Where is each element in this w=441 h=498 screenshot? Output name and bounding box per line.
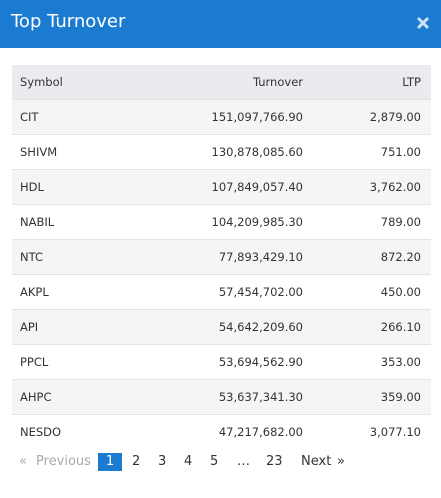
cell: 266.10 — [380, 320, 421, 334]
table-row: NESDO 47,217,682.00 3,077.10 — [12, 414, 431, 449]
column-header: LTP — [402, 75, 421, 89]
table-row: PPCL 53,694,562.90 353.00 — [12, 344, 431, 379]
cell: 57,454,702.00 — [218, 285, 303, 299]
page-link: « — [19, 454, 27, 469]
column-header: Turnover — [252, 75, 303, 89]
table-row: NTC 77,893,429.10 872.20 — [12, 239, 431, 274]
cell: 130,878,085.60 — [211, 145, 303, 159]
cell: 3,762.00 — [369, 180, 421, 194]
cell: 2,879.00 — [369, 110, 421, 124]
cell: 47,217,682.00 — [218, 425, 303, 439]
modal-title: Top Turnover — [11, 11, 126, 32]
cell: 872.20 — [380, 250, 421, 264]
pagination: «Previous 1 2 3 4 5… 23 Next» — [0, 451, 441, 473]
cell: 3,077.10 — [369, 425, 421, 439]
page-link: Previous — [36, 454, 91, 469]
cell: NESDO — [20, 425, 62, 439]
cell: 53,637,341.30 — [218, 390, 303, 404]
cell: PPCL — [20, 355, 49, 369]
cell: 751.00 — [380, 145, 421, 159]
table-row: AKPL 57,454,702.00 450.00 — [12, 274, 431, 309]
table-row: AHPC 53,637,341.30 359.00 — [12, 379, 431, 414]
table-row: NABIL 104,209,985.30 789.00 — [12, 204, 431, 239]
cell: NABIL — [20, 215, 55, 229]
cell: 353.00 — [380, 355, 421, 369]
page-link[interactable]: 5 — [210, 454, 219, 469]
cell: API — [20, 320, 39, 334]
cell: 54,642,209.60 — [218, 320, 303, 334]
column-header: Symbol — [20, 75, 63, 89]
cell: 104,209,985.30 — [211, 215, 303, 229]
page-link[interactable]: Next — [301, 454, 332, 469]
table-row: HDL 107,849,057.40 3,762.00 — [12, 169, 431, 204]
cell: AKPL — [20, 285, 49, 299]
page-link[interactable]: 4 — [184, 454, 193, 469]
cell: 789.00 — [380, 215, 421, 229]
page-link[interactable]: » — [337, 454, 345, 469]
cell: NTC — [20, 250, 43, 264]
cell: CIT — [20, 110, 39, 124]
cell: 53,694,562.90 — [218, 355, 303, 369]
table-row: API 54,642,209.60 266.10 — [12, 309, 431, 344]
cell: SHIVM — [20, 145, 58, 159]
page-link[interactable]: 2 — [132, 454, 141, 469]
table-row: CIT 151,097,766.90 2,879.00 — [12, 99, 431, 134]
table: Symbol Turnover LTP CIT 151,097,766.90 2,879.… — [12, 65, 431, 450]
cell: 107,849,057.40 — [211, 180, 303, 194]
cell: AHPC — [20, 390, 52, 404]
page-link[interactable]: … — [237, 454, 250, 469]
page-link[interactable]: 23 — [266, 454, 283, 469]
cell: 450.00 — [380, 285, 421, 299]
cell: 77,893,429.10 — [218, 250, 303, 264]
modal-header: Top Turnover — [0, 0, 441, 48]
page-link[interactable]: 3 — [158, 454, 167, 469]
header-row: Symbol Turnover LTP — [12, 65, 431, 100]
close-button[interactable] — [416, 16, 430, 30]
cell: 359.00 — [380, 390, 421, 404]
table-row: SHIVM 130,878,085.60 751.00 — [12, 134, 431, 169]
cell: HDL — [20, 180, 44, 194]
cell: 151,097,766.90 — [211, 110, 303, 124]
page-link[interactable]: 1 — [98, 453, 122, 471]
